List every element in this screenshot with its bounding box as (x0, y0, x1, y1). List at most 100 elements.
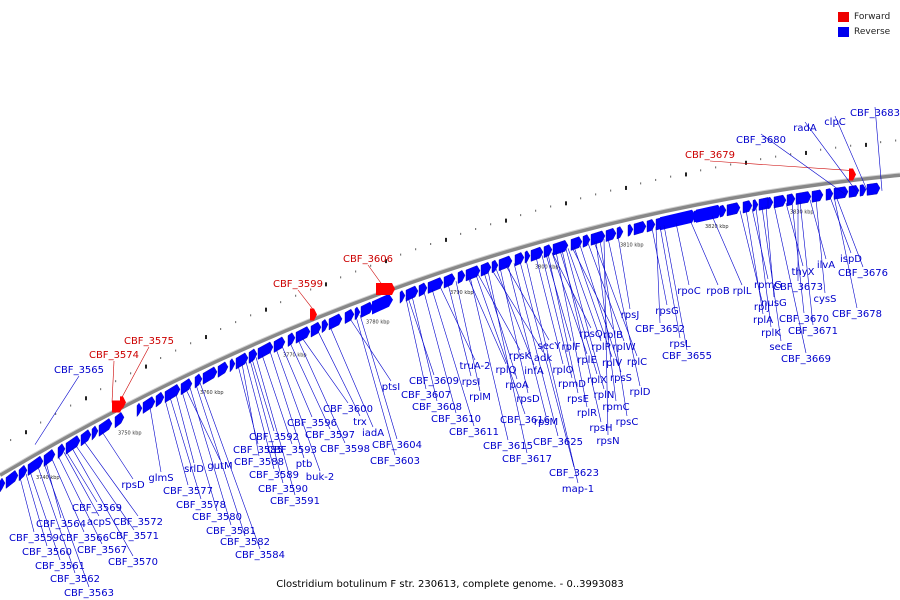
scale-dot (355, 270, 357, 273)
leader-line (355, 316, 396, 456)
gene-label: CBF_3625 (533, 437, 583, 448)
reverse-gene-block (491, 259, 499, 274)
leader-line (301, 337, 349, 404)
forward-gene-markers (112, 168, 856, 413)
reverse-gene-block (833, 186, 849, 200)
leader-line (595, 241, 617, 402)
leader-line (760, 133, 847, 196)
gene-label: CBF_3599 (273, 279, 323, 290)
reverse-gene-block (498, 255, 513, 272)
scale-dot (580, 197, 582, 200)
leader-line (297, 339, 346, 444)
leader-line (675, 222, 690, 286)
gene-label: rplL (733, 286, 752, 297)
gene-label: CBF_3563 (64, 588, 114, 599)
leader-line (281, 346, 313, 418)
scale-dot (520, 214, 522, 217)
reverse-gene-block (164, 384, 181, 403)
scale-dot (460, 232, 462, 235)
leader-line (275, 348, 321, 472)
gene-label: rpoA (505, 380, 529, 391)
gene-label: CBF_3572 (113, 517, 163, 528)
reverse-gene-block (65, 435, 81, 455)
leader-line (785, 203, 804, 267)
gene-label: glmS (148, 473, 173, 484)
leader-line (711, 215, 743, 286)
gene-label: CBF_3571 (109, 531, 159, 542)
gene-label: CBF_3567 (77, 545, 127, 556)
gene-label: CBF_3606 (343, 254, 393, 265)
gene-label: CBF_3678 (832, 309, 882, 320)
reverse-gene-block (465, 265, 481, 282)
scale-dot (85, 396, 87, 401)
gene-label: ptsI (382, 382, 400, 393)
leader-line (571, 247, 614, 330)
leader-line (507, 265, 547, 417)
scale-dot (430, 242, 432, 245)
scale-dot (820, 148, 822, 151)
scale-dot (400, 253, 402, 256)
leader-line (834, 115, 869, 193)
scale-dot (670, 175, 672, 178)
gene-label: rpsM (534, 417, 558, 428)
scale-dot (700, 169, 702, 172)
gene-label: secY (538, 341, 562, 352)
gene-label: srlD (184, 464, 204, 475)
leader-line (547, 253, 579, 394)
leader-line (195, 384, 246, 537)
scale-dots (10, 139, 897, 442)
genome-backbone-highlight (0, 172, 900, 474)
legend-reverse-label: Reverse (854, 26, 891, 37)
scale-dot (445, 237, 447, 242)
leader-line (19, 477, 35, 533)
reverse-gene-block (5, 470, 19, 489)
gene-label: CBF_3603 (370, 456, 420, 467)
leader-line (57, 455, 103, 545)
gene-label: rpsG (655, 306, 678, 317)
leader-line (63, 452, 100, 517)
gene-label: CBF_3604 (372, 440, 422, 451)
leader-line (874, 106, 883, 191)
leader-line (551, 252, 592, 329)
scale-dot (70, 404, 72, 407)
reverse-gene-block (524, 250, 531, 264)
gene-label: radA (793, 123, 817, 134)
forward-gene-marker (376, 282, 395, 295)
tick-label: 3830 kbp (790, 209, 814, 215)
leader-line (475, 274, 526, 415)
legend: Forward Reverse (838, 9, 890, 39)
scale-dot (160, 357, 162, 360)
gene-label: rplR (577, 408, 597, 419)
reverse-gene-block (866, 182, 881, 196)
leader-line (587, 243, 625, 342)
leader-line (405, 298, 427, 390)
reverse-gene-block (0, 477, 6, 493)
legend-forward-label: Forward (854, 11, 891, 22)
gene-label: CBF_3671 (788, 326, 838, 337)
leader-line (149, 406, 162, 473)
scale-dot (895, 139, 897, 142)
gene-label: CBF_3616 (500, 415, 550, 426)
leader-line (297, 289, 314, 310)
gene-label: CBF_3669 (781, 354, 831, 365)
tick-label: 3790 kbp (450, 290, 474, 296)
tick-label: 3800 kbp (535, 264, 559, 270)
reverse-gene-block (767, 196, 774, 210)
gene-label: nusG (761, 298, 787, 309)
reverse-gene-block (18, 464, 28, 482)
reverse-gene-block (514, 252, 525, 267)
scale-dot (685, 172, 687, 177)
scale-dot (115, 380, 117, 383)
leader-line (603, 239, 609, 436)
leader-line (241, 363, 260, 457)
leader-line (829, 196, 852, 254)
reverse-gene-block (627, 223, 634, 237)
gene-label: rplV (602, 358, 622, 369)
reverse-gene-block (616, 226, 624, 240)
reverse-gene-block (786, 193, 796, 207)
leader-line (491, 269, 544, 353)
scale-dot (475, 228, 477, 231)
leader-line (483, 272, 518, 380)
gene-label: rpsN (596, 436, 619, 447)
